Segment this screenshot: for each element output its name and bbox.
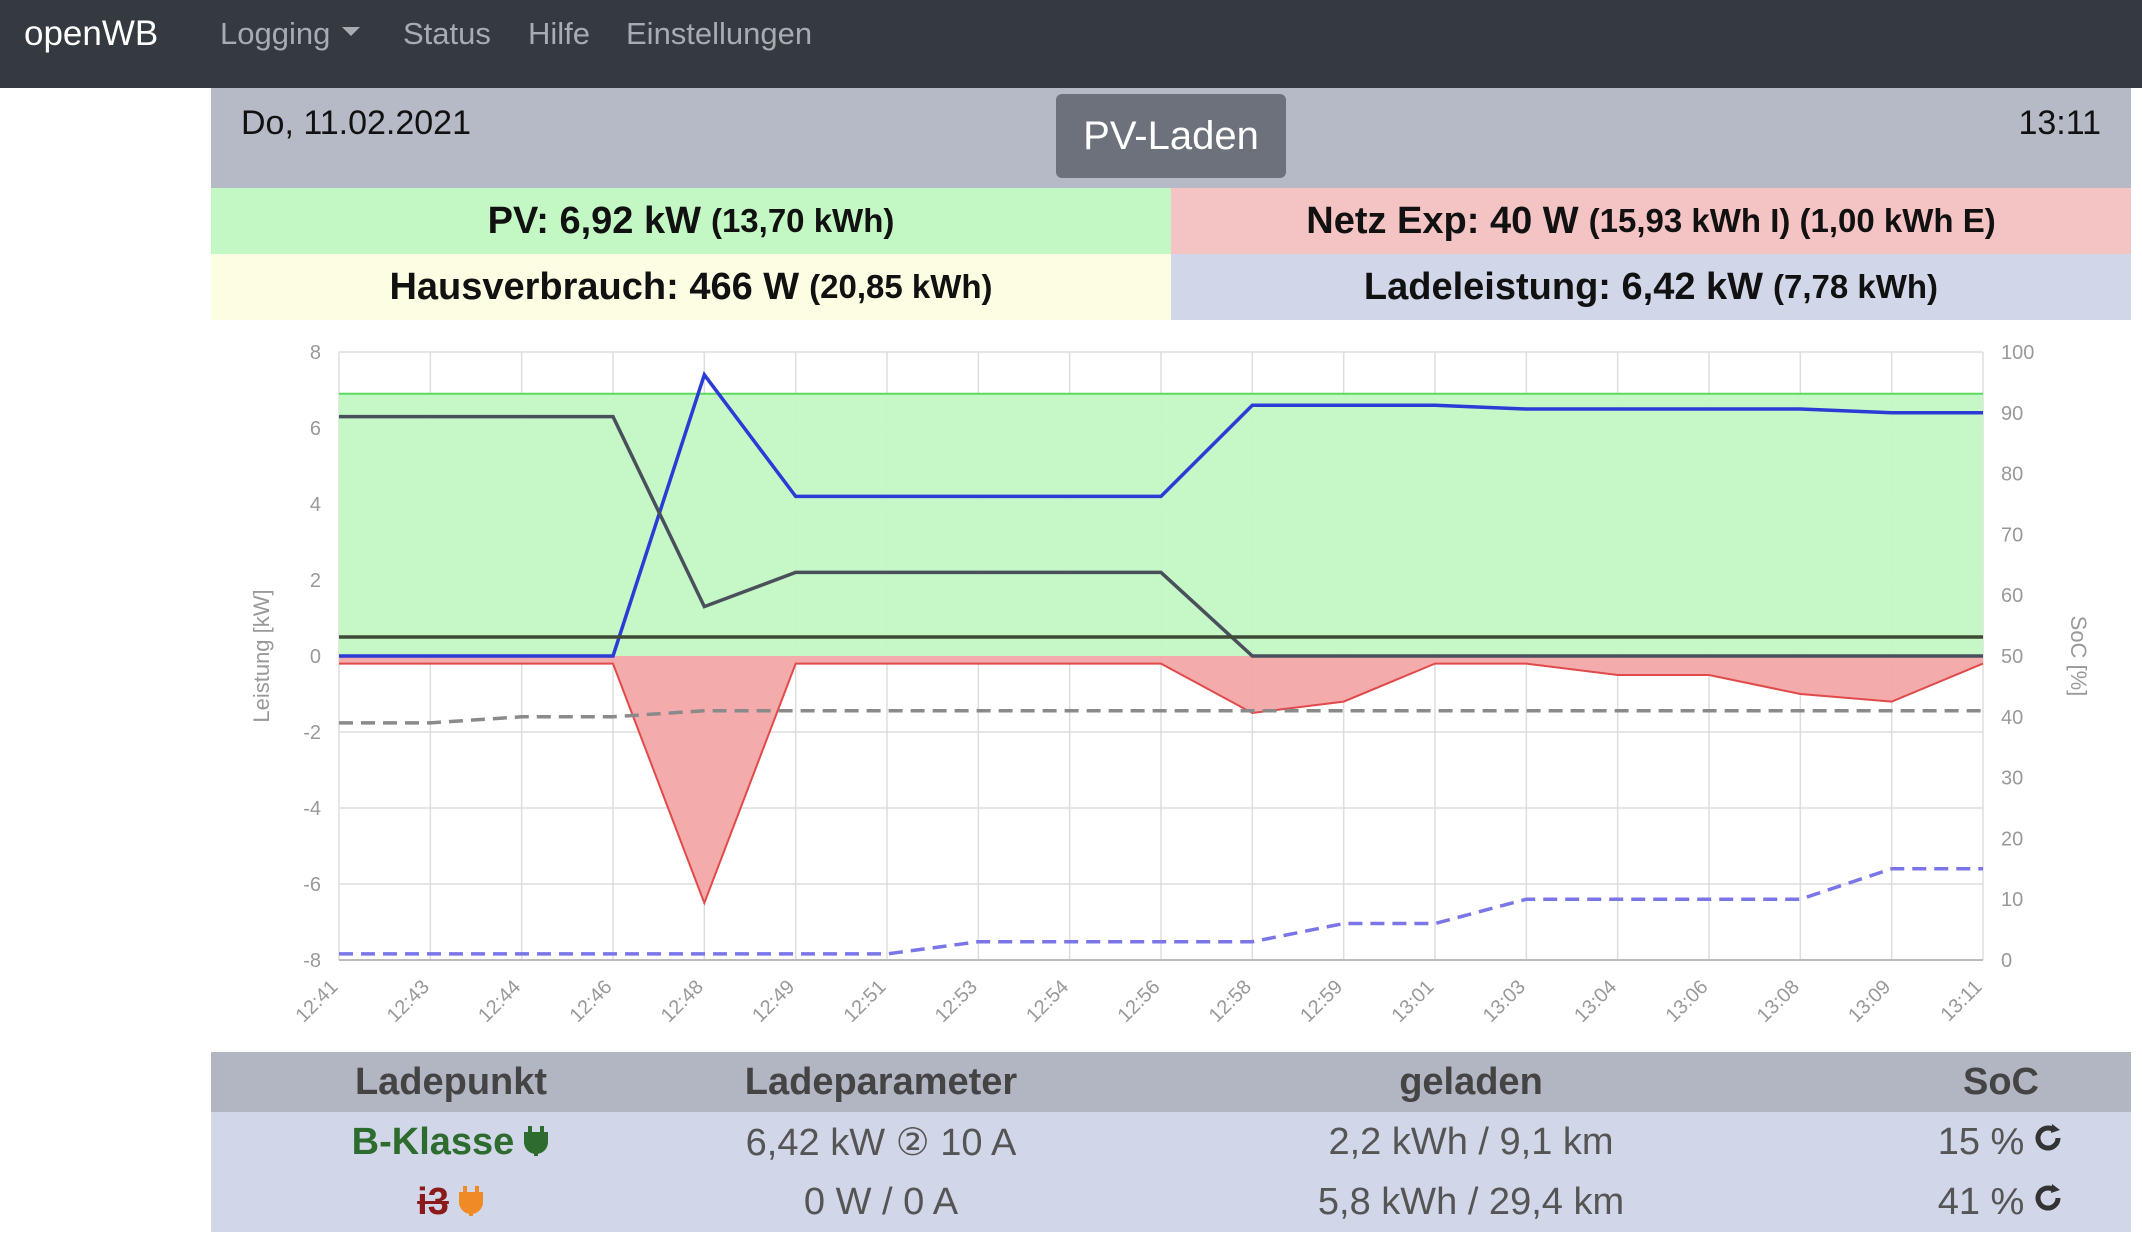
soc-value: 15 % xyxy=(1937,1120,2025,1163)
x-tick-label: 13:06 xyxy=(1662,976,1713,1027)
grid-tile: Netz Exp: 40 W (15,93 kWh I) (1,00 kWh E… xyxy=(1171,188,2131,254)
chargepoint-name-cell[interactable]: B-Klasse xyxy=(211,1112,691,1172)
chargepoint-name: B-Klasse xyxy=(351,1120,515,1163)
grid-power: Netz Exp: 40 W xyxy=(1306,199,1579,242)
y2-tick-label: 60 xyxy=(2001,585,2023,607)
y-tick-label: -4 xyxy=(303,798,321,820)
power-chart: 8 6 4 2 0 -2 -4 -6 -8 100 90 80 70 60 50 40 30 20 10 0 12:41… xyxy=(211,325,2131,1045)
x-tick-label: 13:01 xyxy=(1388,976,1439,1027)
header-ladepunkt: Ladepunkt xyxy=(354,1060,548,1103)
nav-logging-label: Logging xyxy=(220,16,331,51)
brand-logo[interactable]: openWB xyxy=(24,14,159,53)
y-tick-label: -2 xyxy=(303,722,321,744)
table-row: i3 0 W / 0 A 5,8 kWh / 29,4 km 41 % xyxy=(211,1172,2131,1232)
series-area xyxy=(339,656,1983,903)
table-row: B-Klasse 6,42 kW ② 10 A 2,2 kWh / 9,1 km… xyxy=(211,1112,2131,1172)
y2-tick-label: 90 xyxy=(2001,403,2023,425)
x-tick-label: 12:48 xyxy=(657,976,708,1027)
pv-power: PV: 6,92 kW xyxy=(487,199,701,242)
x-tick-label: 12:56 xyxy=(1114,976,1165,1027)
y2-tick-label: 40 xyxy=(2001,707,2023,729)
chargepoint-name-cell[interactable]: i3 xyxy=(211,1172,691,1232)
charged-amount: 2,2 kWh / 9,1 km xyxy=(1328,1120,1614,1163)
caret-down-icon xyxy=(342,27,361,37)
nav-einstellungen[interactable]: Einstellungen xyxy=(626,16,813,51)
y2-tick-label: 20 xyxy=(2001,828,2023,850)
soc-value: 41 % xyxy=(1937,1180,2025,1223)
x-tick-label: 13:09 xyxy=(1844,976,1895,1027)
y2-tick-label: 70 xyxy=(2001,524,2023,546)
header-geladen: geladen xyxy=(1399,1060,1543,1103)
x-tick-label: 12:46 xyxy=(566,976,617,1027)
x-tick-label: 12:53 xyxy=(931,976,982,1027)
navbar: openWB Logging Status Hilfe Einstellunge… xyxy=(0,0,2142,88)
y2-axis-label: SoC [%] xyxy=(2066,616,2091,697)
house-energy: (20,85 kWh) xyxy=(809,268,993,305)
y2-tick-label: 100 xyxy=(2001,342,2034,364)
charge-tile: Ladeleistung: 6,42 kW (7,78 kWh) xyxy=(1171,254,2131,320)
y2-tick-label: 30 xyxy=(2001,768,2023,790)
y2-tick-label: 80 xyxy=(2001,464,2023,486)
header-ladeparameter: Ladeparameter xyxy=(744,1060,1018,1103)
nav-logging-dropdown[interactable]: Logging xyxy=(220,12,361,56)
y-tick-label: 0 xyxy=(310,646,321,668)
chargepoint-table: Ladepunkt Ladeparameter geladen SoC B-Kl… xyxy=(211,1052,2131,1232)
grid-energy: (15,93 kWh I) (1,00 kWh E) xyxy=(1588,202,1996,239)
x-tick-label: 12:51 xyxy=(840,976,891,1027)
table-header: Ladepunkt Ladeparameter geladen SoC xyxy=(211,1052,2131,1112)
charge-mode-button[interactable]: PV-Laden xyxy=(1056,94,1286,178)
y-tick-label: -6 xyxy=(303,874,321,896)
series-area xyxy=(339,393,1983,656)
refresh-icon[interactable] xyxy=(2032,1121,2064,1164)
x-tick-label: 13:11 xyxy=(1937,976,1987,1026)
header-soc: SoC xyxy=(1963,1060,2039,1103)
status-header: Do, 11.02.2021 PV-Laden 13:11 xyxy=(211,88,2131,188)
x-tick-label: 13:04 xyxy=(1570,976,1621,1027)
charged-amount: 5,8 kWh / 29,4 km xyxy=(1317,1180,1625,1223)
x-tick-label: 12:54 xyxy=(1022,976,1073,1027)
nav-status[interactable]: Status xyxy=(403,16,491,51)
x-tick-label: 12:41 xyxy=(292,976,343,1027)
soc-cell: 15 % xyxy=(1871,1112,2131,1172)
y-axis-label: Leistung [kW] xyxy=(249,589,274,722)
y2-tick-label: 0 xyxy=(2001,950,2012,972)
charge-power: Ladeleistung: 6,42 kW xyxy=(1363,265,1764,308)
charge-energy: (7,78 kWh) xyxy=(1773,268,1939,305)
y-tick-label: 2 xyxy=(310,570,321,592)
y2-tick-label: 10 xyxy=(2001,889,2023,911)
x-tick-label: 12:59 xyxy=(1296,976,1347,1027)
pv-tile: PV: 6,92 kW (13,70 kWh) xyxy=(211,188,1171,254)
chargepoint-name: i3 xyxy=(417,1180,449,1223)
refresh-icon[interactable] xyxy=(2032,1181,2064,1224)
x-tick-label: 13:08 xyxy=(1753,976,1804,1027)
plug-icon xyxy=(457,1184,485,1221)
y-tick-label: 4 xyxy=(310,494,321,516)
charge-params: 6,42 kW ② 10 A xyxy=(745,1121,1017,1164)
charge-params: 0 W / 0 A xyxy=(803,1180,959,1223)
house-power: Hausverbrauch: 466 W xyxy=(389,265,800,308)
date-label: Do, 11.02.2021 xyxy=(241,104,471,142)
y2-tick-label: 50 xyxy=(2001,646,2023,668)
power-chart-svg: 86420-2-4-6-8100908070605040302010012:41… xyxy=(249,342,2091,1027)
x-tick-label: 12:44 xyxy=(474,976,525,1027)
soc-cell: 41 % xyxy=(1871,1172,2131,1232)
y-tick-label: 6 xyxy=(310,418,321,440)
time-label: 13:11 xyxy=(2018,104,2101,142)
y-tick-label: 8 xyxy=(310,342,321,364)
plug-icon xyxy=(522,1124,550,1161)
house-tile: Hausverbrauch: 466 W (20,85 kWh) xyxy=(211,254,1171,320)
x-tick-label: 12:49 xyxy=(748,976,799,1027)
x-tick-label: 12:58 xyxy=(1205,976,1256,1027)
nav-hilfe[interactable]: Hilfe xyxy=(528,16,591,51)
x-tick-label: 13:03 xyxy=(1479,976,1530,1027)
pv-energy: (13,70 kWh) xyxy=(710,202,895,239)
y-tick-label: -8 xyxy=(303,950,321,972)
x-tick-label: 12:43 xyxy=(383,976,434,1027)
